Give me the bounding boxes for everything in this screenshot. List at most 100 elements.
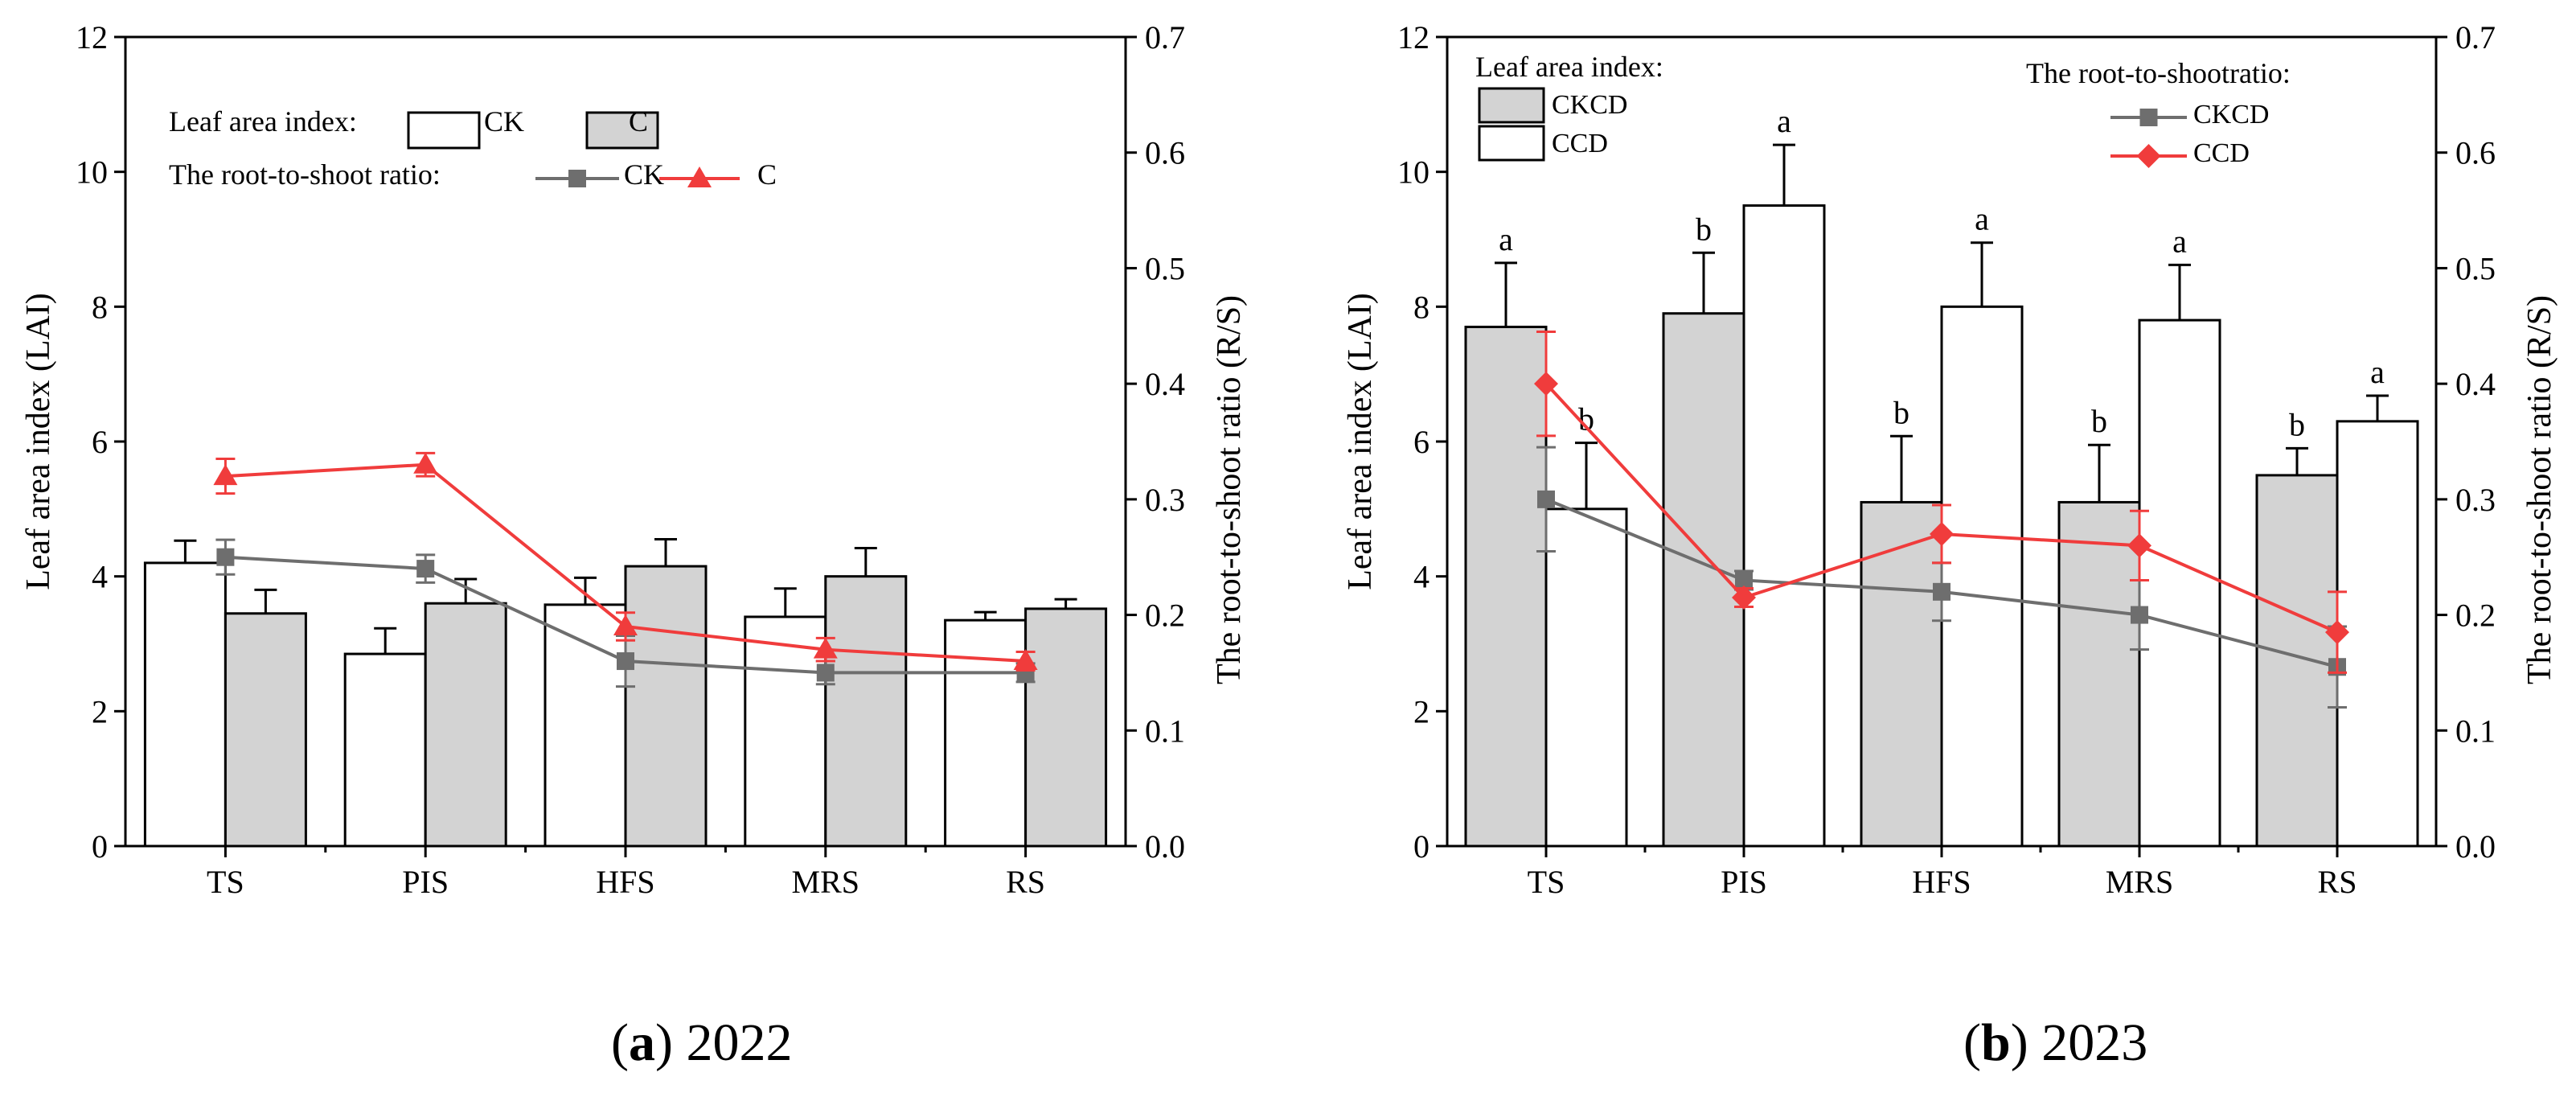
y2-tick-label: 0.7 bbox=[2455, 19, 2496, 55]
x-tick-label: RS bbox=[1006, 864, 1045, 900]
bar bbox=[1742, 204, 1826, 848]
y2-axis-label: The root-to-shoot ratio (R/S) bbox=[2521, 295, 2558, 684]
bar bbox=[824, 575, 908, 848]
y2-tick-label: 0.0 bbox=[2455, 828, 2496, 865]
y2-tick-label: 0.4 bbox=[2455, 366, 2496, 402]
legend-title-lines: The root-to-shoot ratio: bbox=[169, 158, 441, 191]
data-point bbox=[816, 664, 835, 682]
legend-label: CKCD bbox=[1552, 90, 1627, 120]
y2-tick-label: 0.1 bbox=[1145, 713, 1185, 749]
y2-tick-label: 0.3 bbox=[2455, 482, 2496, 518]
significance-letter: b bbox=[1578, 401, 1594, 438]
legend-swatch bbox=[585, 111, 659, 150]
legend-label: CCD bbox=[2193, 138, 2250, 168]
data-point bbox=[413, 452, 438, 474]
bar bbox=[1860, 500, 1943, 848]
y2-tick-label: 0.5 bbox=[1145, 250, 1185, 286]
x-tick-label: HFS bbox=[596, 864, 654, 900]
legend-title-bars: Leaf area index: bbox=[169, 105, 357, 138]
bar bbox=[1662, 312, 1745, 848]
y2-tick-label: 0.7 bbox=[1145, 19, 1185, 55]
y2-tick-label: 0.2 bbox=[1145, 598, 1185, 634]
y2-axis-label: The root-to-shoot ratio (R/S) bbox=[1211, 295, 1248, 684]
bar bbox=[744, 615, 827, 848]
y2-tick-label: 0.6 bbox=[2455, 135, 2496, 171]
panel-caption: (b) 2023 bbox=[1963, 1013, 2147, 1072]
legend-label: CK bbox=[624, 158, 664, 191]
significance-letter: a bbox=[1777, 103, 1791, 139]
x-tick-label: PIS bbox=[1721, 864, 1767, 900]
y-tick-label: 2 bbox=[1413, 693, 1430, 729]
panel-a-2022: 0 2 4 6 8 10 12 0.0 0.1 0.2 0.3 0.4 0.5 0.6 0.7 TS PIS HF… bbox=[20, 19, 1248, 1072]
y2-tick-label: 0.6 bbox=[1145, 135, 1185, 171]
legend-marker bbox=[2139, 109, 2158, 126]
data-point bbox=[1933, 582, 1950, 601]
data-point bbox=[1534, 372, 1558, 396]
data-point bbox=[613, 614, 638, 635]
data-point bbox=[617, 652, 634, 671]
panel-caption: (a) 2022 bbox=[611, 1013, 792, 1072]
x-tick-label: MRS bbox=[2106, 864, 2174, 900]
legend-swatch bbox=[407, 111, 481, 150]
data-point bbox=[1732, 585, 1756, 610]
legend-marker bbox=[2136, 144, 2161, 168]
significance-letter: b bbox=[1893, 394, 1909, 430]
data-point bbox=[813, 637, 838, 659]
bar bbox=[224, 612, 307, 848]
data-point bbox=[416, 560, 435, 578]
bar bbox=[1544, 507, 1628, 848]
legend-swatch bbox=[1478, 125, 1545, 162]
y2-tick-label: 0.2 bbox=[2455, 598, 2496, 634]
y-tick-label: 12 bbox=[1397, 19, 1430, 55]
caption-year: 2023 bbox=[2041, 1013, 2147, 1072]
caption-label: b bbox=[1981, 1013, 2011, 1072]
y-axis-label: Leaf area index (LAI) bbox=[20, 293, 57, 590]
legend-label: CK bbox=[484, 105, 524, 138]
bar bbox=[424, 602, 507, 848]
y2-tick-label: 0.3 bbox=[1145, 482, 1185, 518]
caption-year: 2022 bbox=[686, 1013, 792, 1072]
y-tick-label: 10 bbox=[76, 154, 108, 191]
bar bbox=[2336, 420, 2419, 848]
y-tick-label: 12 bbox=[76, 19, 108, 55]
data-point bbox=[2325, 620, 2349, 645]
y-tick-label: 4 bbox=[1413, 559, 1430, 595]
x-tick-label: PIS bbox=[402, 864, 449, 900]
data-point bbox=[1537, 490, 1555, 508]
bar bbox=[343, 652, 427, 848]
y2-tick-label: 0.4 bbox=[1145, 366, 1185, 402]
significance-letter: a bbox=[2370, 354, 2385, 390]
bar bbox=[2255, 474, 2339, 848]
y-tick-label: 6 bbox=[92, 424, 108, 460]
significance-letter: b bbox=[1696, 211, 1712, 247]
legend-marker bbox=[568, 170, 586, 187]
x-tick-label: HFS bbox=[1912, 864, 1971, 900]
y-tick-label: 10 bbox=[1397, 154, 1430, 191]
legend-label: C bbox=[629, 105, 648, 138]
data-point bbox=[216, 548, 235, 566]
x-tick-label: RS bbox=[2318, 864, 2357, 900]
y-tick-label: 2 bbox=[92, 693, 108, 729]
y-tick-label: 8 bbox=[1413, 289, 1430, 325]
y2-tick-label: 0.0 bbox=[1145, 828, 1185, 865]
bar bbox=[2138, 318, 2221, 848]
y-tick-label: 0 bbox=[92, 828, 108, 865]
data-point bbox=[1735, 571, 1753, 590]
bar bbox=[1940, 305, 2024, 848]
caption-label: a bbox=[629, 1013, 655, 1072]
x-tick-label: MRS bbox=[792, 864, 860, 900]
y-tick-label: 0 bbox=[1413, 828, 1430, 865]
legend-label: CKCD bbox=[2193, 100, 2269, 129]
y2-tick-label: 0.1 bbox=[2455, 713, 2496, 749]
legend-label: CCD bbox=[1552, 129, 1608, 158]
data-point bbox=[2131, 606, 2148, 624]
legend-title-bars: Leaf area index: bbox=[1475, 51, 1663, 83]
y-axis-label: Leaf area index (LAI) bbox=[1342, 293, 1379, 590]
bar bbox=[1024, 607, 1108, 848]
y-tick-label: 8 bbox=[92, 289, 108, 325]
y-tick-label: 6 bbox=[1413, 424, 1430, 460]
legend-title-lines: The root-to-shootratio: bbox=[2026, 57, 2291, 89]
data-point bbox=[2127, 533, 2151, 558]
data-point bbox=[213, 464, 238, 486]
